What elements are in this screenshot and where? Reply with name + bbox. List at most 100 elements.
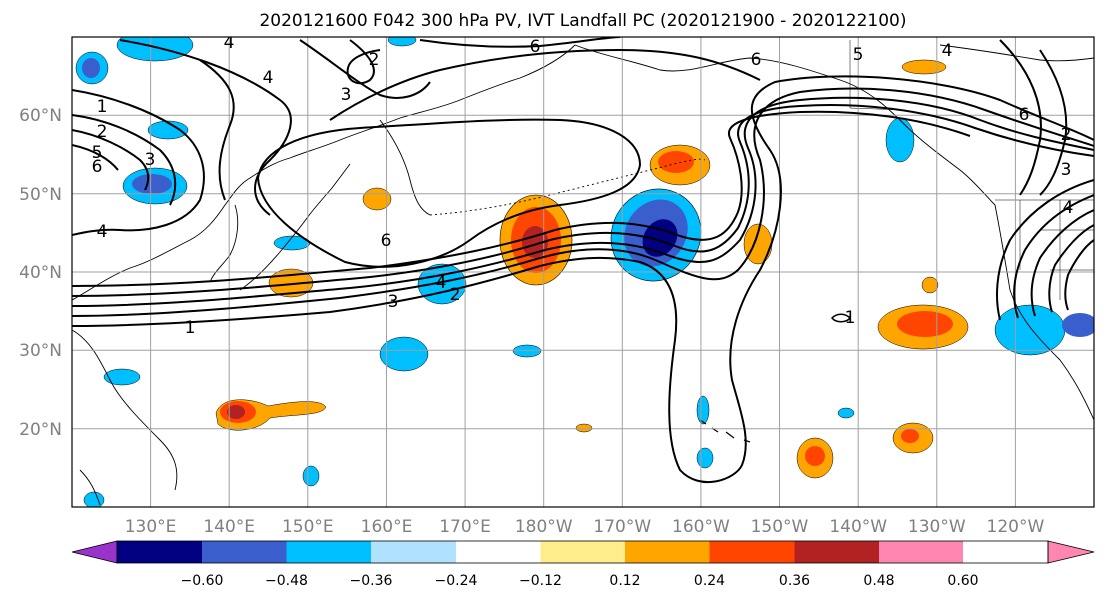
- contour-label: 4: [224, 33, 235, 53]
- contour-label: 4: [1063, 198, 1074, 218]
- kamchatka-coast: [379, 119, 431, 216]
- contour-west-1: [72, 89, 205, 236]
- contour-east-7: [999, 39, 1042, 196]
- negative-anomaly-core: [642, 219, 678, 257]
- colorbar-segment: [963, 541, 1048, 563]
- north-negative-2: [387, 37, 417, 47]
- contour-label: 2: [369, 50, 380, 70]
- japan-coast: [239, 163, 351, 291]
- gridlines: [72, 37, 1094, 507]
- contour-north-5: [329, 48, 761, 121]
- ne-pacific-positive-core: [897, 311, 953, 337]
- contour-east-4: [1048, 224, 1094, 313]
- lon-label-160e: 160°E: [361, 517, 413, 537]
- colorbar: −0.60 −0.48 −0.36 −0.24 −0.12 0.12 0.24 …: [71, 540, 1095, 589]
- contour-east-6: [1039, 49, 1068, 196]
- contour-west-2: [72, 114, 177, 206]
- coastlines: [72, 44, 1094, 506]
- small-positive-1: [575, 423, 593, 433]
- lat-label-20n: 20°N: [19, 420, 62, 440]
- lon-label-180w: 180°W: [515, 517, 573, 537]
- small-negative-5: [696, 447, 714, 469]
- lon-label-150w: 150°W: [751, 517, 809, 537]
- small-negative-4: [696, 395, 710, 425]
- colorbar-segment: [879, 541, 963, 563]
- west-negative-3: [147, 120, 189, 140]
- alaska-positive: [901, 59, 947, 75]
- contour-east-2: [1013, 194, 1094, 319]
- contour-label: 4: [97, 222, 108, 242]
- contour-east-3: [1030, 209, 1094, 317]
- colorbar-tick: −0.12: [519, 573, 562, 589]
- contour-label: 3: [1061, 160, 1072, 180]
- korea-coast: [209, 204, 239, 283]
- colorbar-tick: −0.24: [435, 573, 478, 589]
- contour-1: [72, 75, 1094, 484]
- contour-north-6: [419, 37, 621, 48]
- contour-label: 4: [436, 273, 447, 293]
- colorbar-tick: 0.12: [609, 573, 640, 589]
- lon-label-130e: 130°E: [125, 517, 177, 537]
- plot-title: 2020121600 F042 300 hPa PV, IVT Landfall…: [259, 11, 906, 31]
- west-negative-1-core: [132, 174, 172, 194]
- philippines-coast: [79, 469, 101, 506]
- positive-blob-2-core: [901, 429, 919, 443]
- lat-label-60n: 60°N: [19, 106, 62, 126]
- lon-label-150e: 150°E: [282, 517, 334, 537]
- colorbar-tick: 0.60: [947, 573, 978, 589]
- small-negative-7: [837, 407, 855, 419]
- lon-label-120w: 120°W: [987, 517, 1045, 537]
- colorbar-tick: 0.48: [863, 573, 894, 589]
- lat-label-50n: 50°N: [19, 185, 62, 205]
- contour-label: 1: [97, 97, 108, 117]
- contour-west-3: [72, 129, 150, 191]
- lon-label-140w: 140°W: [829, 517, 887, 537]
- contour-north-3: [299, 39, 431, 99]
- contour-2: [72, 87, 1094, 317]
- colorbar-max-extension: [1047, 540, 1095, 564]
- contour-north-2: [119, 39, 292, 216]
- contour-label: 2: [97, 122, 108, 142]
- contour-label: 6: [381, 231, 392, 251]
- latitude-labels: 20°N 30°N 40°N 50°N 60°N: [19, 106, 62, 440]
- small-negative-3: [302, 465, 320, 487]
- contour-label: 4: [942, 41, 953, 61]
- map-frame: [71, 36, 1095, 508]
- contour-west-4: [72, 144, 119, 171]
- contour-labels: 4 6 6 5 4 2 4 3 1 2 5 6 3 4 6 4 2 3 1 1 …: [92, 33, 1074, 338]
- lon-label-160w: 160°W: [672, 517, 730, 537]
- contour-label: 3: [145, 150, 156, 170]
- colorbar-tick: 0.24: [694, 573, 725, 589]
- bering-positive-core: [658, 151, 694, 173]
- contour-east-5: [1064, 239, 1094, 311]
- lon-label-140e: 140°E: [203, 517, 255, 537]
- longitude-labels: 130°E 140°E 150°E 160°E 170°E 180°W 170°…: [125, 517, 1045, 537]
- contour-4: [72, 104, 1094, 297]
- contour-label: 3: [388, 292, 399, 312]
- colorbar-frame: [116, 540, 1049, 564]
- lon-label-170w: 170°W: [593, 517, 651, 537]
- colorbar-segment: [794, 541, 879, 563]
- contour-north-4: [346, 39, 381, 85]
- contour-label: 6: [751, 50, 762, 70]
- colorbar-segment: [456, 541, 541, 563]
- contour-east-1: [996, 179, 1094, 321]
- colorbar-tick: −0.60: [181, 573, 224, 589]
- contour-label: 5: [92, 143, 103, 163]
- small-negative-6: [83, 491, 105, 507]
- subtropical-positive-center: [227, 405, 245, 419]
- contour-label: 2: [1061, 125, 1072, 145]
- alaska-negative: [885, 117, 915, 163]
- pv-contours: [72, 37, 1094, 484]
- colorbar-segment: [202, 541, 287, 563]
- colorbar-segment: [709, 541, 795, 563]
- contour-label: 5: [853, 45, 864, 65]
- colorbar-min-extension: [71, 540, 118, 564]
- coast-negative: [994, 304, 1066, 356]
- coast-negative-core: [1062, 313, 1094, 337]
- small-negative-2: [103, 368, 141, 386]
- lon-label-130w: 130°W: [908, 517, 966, 537]
- contour-label: 4: [263, 68, 274, 88]
- contour-label: 1: [185, 318, 196, 338]
